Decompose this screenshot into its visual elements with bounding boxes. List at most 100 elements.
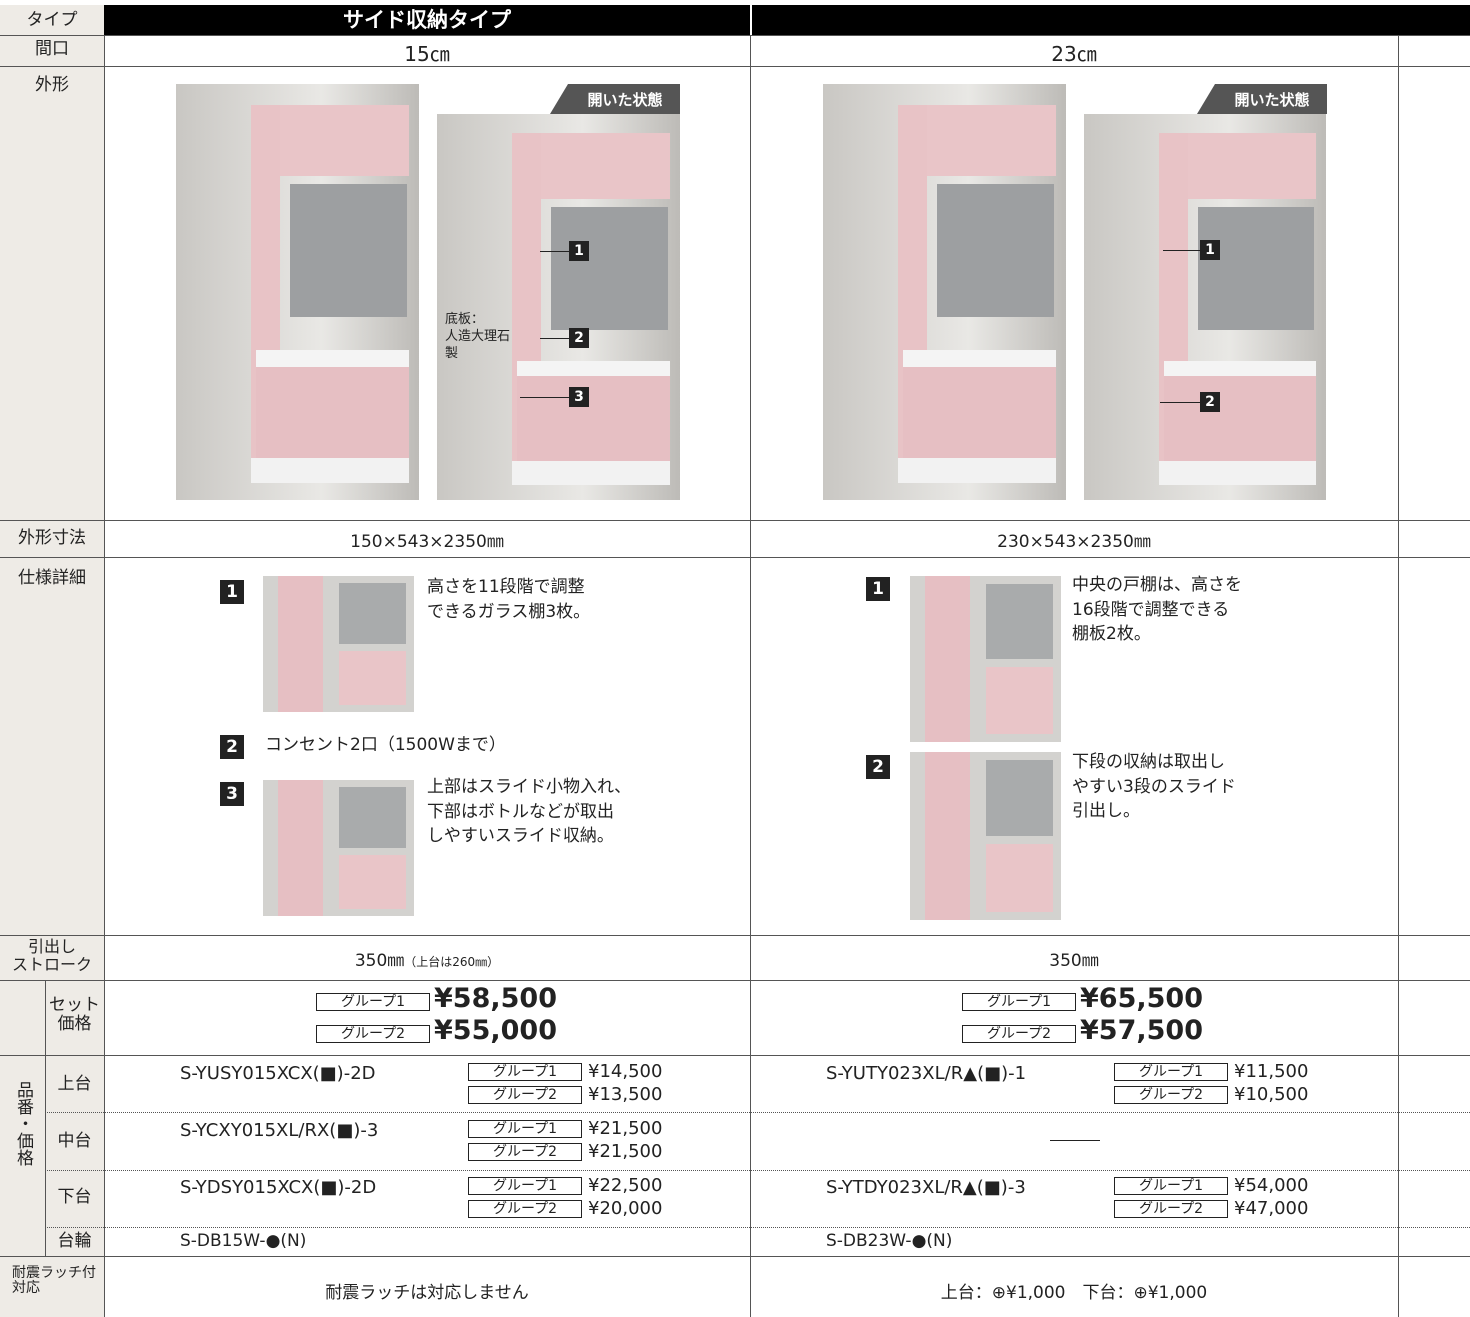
part-price: ¥21,500 [588,1118,663,1139]
set-price: ¥55,000 [434,1015,557,1046]
shape [898,458,1057,484]
rule [0,66,1470,67]
row-label: 上台 [45,1055,104,1112]
stroke: 350㎜ [750,946,1398,971]
row-label: 下台 [45,1170,104,1227]
shape [1163,376,1317,462]
width: 23㎝ [1051,42,1097,66]
group-box: グループ1 [468,1063,582,1081]
shape [517,361,671,377]
shape [338,854,407,910]
callout: 1 [1200,240,1220,260]
rule [0,35,1470,36]
detail-text: 上部はスライド小物入れ、 下部はボトルなどが取出 しやすいスライド収納。 [427,777,632,847]
shape [251,458,410,484]
header-bar [104,5,1470,35]
tag-bg [550,84,680,114]
shape [925,576,971,742]
group-box: グループ1 [1114,1063,1228,1081]
rule [1398,35,1399,1317]
plinth: S-DB23W-●(N) [826,1231,953,1251]
part-price: ¥20,000 [588,1198,663,1219]
note: 底板： 人造大理石 製 [445,312,511,361]
dotted-rule [45,1112,1470,1113]
plinth: S-DB15W-●(N) [180,1231,307,1251]
tag-bg [1197,84,1327,114]
stroke: 350㎜ [1049,951,1099,971]
part-price: ¥22,500 [588,1175,663,1196]
shape [985,844,1054,912]
group-box: グループ1 [1114,1177,1228,1195]
shape [520,397,577,398]
shape [985,667,1054,734]
part-code: S-YCXY015XL/RX(■)-3 [180,1120,379,1141]
shape [903,350,1057,367]
shape [256,350,410,367]
callout: 2 [1200,392,1220,412]
row-label: 耐震ラッチ付 対応 [0,1256,104,1317]
group-box: グループ2 [1114,1086,1228,1104]
part-code: S-YTDY023XL/R▲(■)-3 [826,1177,1026,1198]
dotted-rule [45,1227,1470,1228]
row-label: 外形 [0,66,104,520]
row-label: 引出し ストローク [0,935,104,980]
shape [278,576,324,712]
detail-text: 下段の収納は取出し やすい3段のスライド 引出し。 [1072,752,1236,822]
part-price: ¥11,500 [1234,1061,1309,1082]
detail-number: 3 [220,782,244,806]
set-price: ¥58,500 [434,983,557,1014]
shape [1050,1140,1100,1141]
detail-text: 高さを11段階で調整 できるガラス棚3枚。 [427,577,591,622]
shape [1159,461,1317,485]
part-price: ¥10,500 [1234,1084,1309,1105]
row-label: 中台 [45,1112,104,1170]
shape [1188,133,1317,199]
shape [1197,206,1314,331]
rule [45,980,46,1256]
shape [551,206,668,331]
row-label: 外形寸法 [0,520,104,557]
latch: 耐震ラッチは対応しません [325,1283,529,1303]
shape [1163,250,1208,251]
rule [104,35,105,1317]
shape [290,183,407,317]
detail-text: 中央の戸棚は、高さを 16段階で調整できる 棚板2枚。 [1072,575,1242,645]
row-label: 仕様詳細 [0,557,104,935]
part-price: ¥47,000 [1234,1198,1309,1219]
detail-number: 2 [866,755,890,779]
set-price: ¥57,500 [1080,1015,1203,1046]
part-price: ¥21,500 [588,1141,663,1162]
callout: 3 [569,387,589,407]
dotted-rule [45,1170,1470,1171]
shape [937,183,1054,317]
group-box: グループ1 [468,1120,582,1138]
dimensions: 150×543×2350㎜ [350,532,504,552]
detail-text: コンセント2口（1500Wまで） [265,735,506,755]
part-code: S-YUTY023XL/R▲(■)-1 [826,1063,1027,1084]
set-price: ¥65,500 [1080,983,1203,1014]
part-price: ¥54,000 [1234,1175,1309,1196]
dimensions: 230×543×2350㎜ [997,532,1151,552]
shape [541,133,671,199]
callout: 1 [569,241,589,261]
shape [925,752,971,920]
open-label: 開いた状態 [587,91,663,109]
rule [0,1256,1470,1257]
detail-number: 1 [866,577,890,601]
open-label: 開いた状態 [1234,91,1310,109]
group-box: グループ1 [316,993,430,1011]
group-box: グループ2 [468,1143,582,1161]
rule [0,1055,1470,1056]
group-box: グループ1 [962,993,1076,1011]
shape [278,780,324,916]
group-box: グループ2 [1114,1200,1228,1218]
header-title: サイド収納タイプ [343,8,511,32]
detail-number: 1 [220,580,244,604]
shape [280,104,410,176]
shape [338,786,407,848]
width: 15㎝ [404,42,450,66]
row-label: セット 価格 [45,980,104,1055]
group-box: グループ1 [468,1177,582,1195]
stroke: 350㎜（上台は260㎜） [104,946,750,971]
